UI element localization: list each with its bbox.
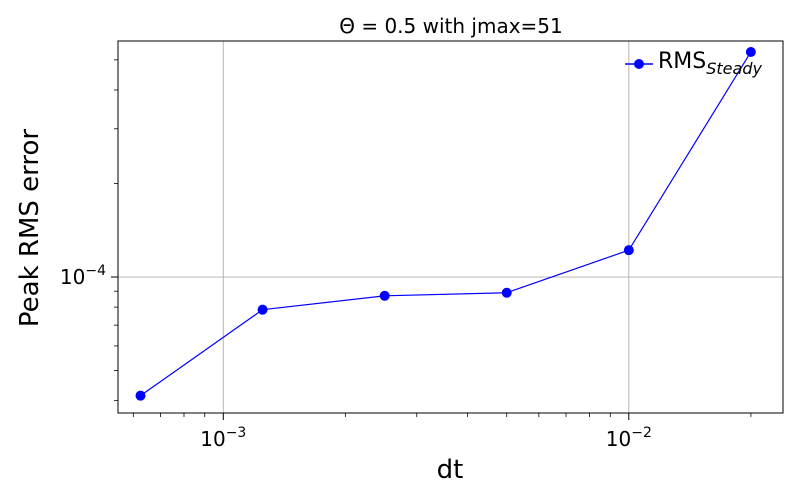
legend-marker-swatch <box>634 59 644 69</box>
data-point <box>623 245 634 256</box>
data-point <box>257 304 268 315</box>
data-point <box>501 287 512 298</box>
series-line <box>140 51 752 397</box>
series-group <box>135 46 756 401</box>
data-point <box>379 290 390 301</box>
chart-title: Θ = 0.5 with jmax=51 <box>339 14 563 38</box>
x-tick-label: 10−3 <box>200 425 246 451</box>
grid-lines <box>118 41 783 413</box>
major-ticks: 10−3 10−2 10−4 <box>60 263 652 451</box>
plot-frame <box>117 40 784 414</box>
legend: RMSSteady <box>625 49 762 78</box>
x-tick-label: 10−2 <box>606 425 652 451</box>
y-tick-label: 10−4 <box>60 263 106 289</box>
legend-entry-label: RMSSteady <box>658 49 762 78</box>
data-point <box>745 46 756 57</box>
legend-label-subscript: Steady <box>706 59 762 78</box>
x-axis-label: dt <box>437 455 464 485</box>
data-point <box>135 390 146 401</box>
minor-ticks <box>114 59 752 417</box>
legend-label-main: RMS <box>658 49 706 74</box>
y-axis-label: Peak RMS error <box>15 129 45 328</box>
